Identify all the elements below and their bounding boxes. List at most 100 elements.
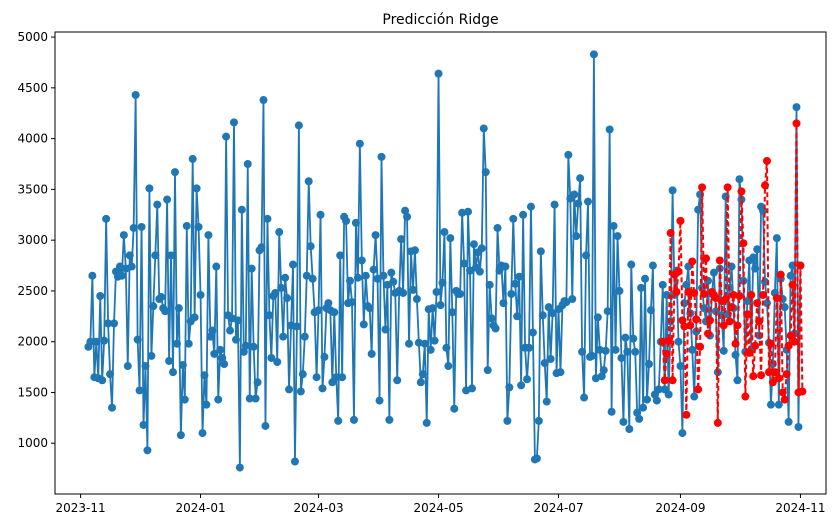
x-tick-label: 2024-05 bbox=[413, 501, 463, 515]
series-1-point bbox=[108, 403, 117, 412]
series-1-point bbox=[157, 293, 166, 302]
series-1-point bbox=[780, 303, 789, 312]
series-1-point bbox=[644, 360, 653, 369]
series-1-point bbox=[257, 243, 266, 252]
series-1-point bbox=[410, 246, 419, 255]
series-2-point bbox=[668, 376, 677, 385]
series-1-point bbox=[619, 417, 628, 426]
y-axis: 1000 1500 2000 2500 3000 3500 4000 4500 5000 bbox=[17, 30, 55, 450]
series-1-point bbox=[611, 345, 620, 354]
series-1-point bbox=[491, 324, 500, 333]
series-2-point bbox=[731, 339, 740, 348]
series-1-point bbox=[296, 387, 305, 396]
series-1-point bbox=[700, 304, 709, 313]
series-1-point bbox=[652, 396, 661, 405]
series-1-point bbox=[487, 314, 496, 323]
series-2-point bbox=[686, 321, 695, 330]
series-1-point bbox=[403, 212, 412, 221]
series-1-point bbox=[794, 422, 803, 431]
series-2-point bbox=[688, 257, 697, 266]
series-1-point bbox=[172, 339, 181, 348]
series-1-point bbox=[631, 347, 640, 356]
series-1-point bbox=[574, 199, 583, 208]
series-1-point bbox=[422, 418, 431, 427]
series-1-point bbox=[499, 299, 508, 308]
series-1-point bbox=[226, 326, 235, 335]
series-2-point bbox=[796, 261, 805, 270]
series-1-point bbox=[245, 394, 254, 403]
series-1-point bbox=[405, 339, 414, 348]
series-2-point bbox=[672, 287, 681, 296]
series-2-point bbox=[780, 395, 789, 404]
series-1-point bbox=[163, 195, 172, 204]
y-tick-label: 2000 bbox=[17, 335, 48, 349]
series-2-line bbox=[661, 122, 804, 424]
series-1-point bbox=[609, 221, 618, 230]
series-1-point bbox=[751, 264, 760, 273]
series-1-point bbox=[222, 132, 231, 141]
series-1-point bbox=[336, 251, 345, 260]
series-2-point bbox=[719, 321, 728, 330]
series-1-point bbox=[143, 446, 152, 455]
series-1-point bbox=[485, 280, 494, 289]
series-1-point bbox=[346, 276, 355, 285]
series-1-point bbox=[204, 231, 213, 240]
series-1-point bbox=[682, 280, 691, 289]
series-1-point bbox=[458, 208, 467, 217]
series-2-point bbox=[790, 337, 799, 346]
series-1-point bbox=[503, 416, 512, 425]
series-2-point bbox=[757, 371, 766, 380]
series-1-point bbox=[184, 339, 193, 348]
series-1-point bbox=[562, 298, 571, 307]
series-1-point bbox=[332, 373, 341, 382]
y-tick-label: 1000 bbox=[17, 436, 48, 450]
series-1-point bbox=[648, 261, 657, 270]
series-1-point bbox=[330, 308, 339, 317]
series-1-point bbox=[623, 347, 632, 356]
series-1-point bbox=[595, 345, 604, 354]
series-1-point bbox=[621, 333, 630, 342]
y-tick-label: 4500 bbox=[17, 81, 48, 95]
series-1-point bbox=[432, 287, 441, 296]
series-2-point bbox=[784, 341, 793, 350]
series-1-point bbox=[548, 309, 557, 318]
series-1-point bbox=[397, 235, 406, 244]
series-2-point bbox=[741, 392, 750, 401]
series-1-point bbox=[212, 262, 221, 271]
series-1-point bbox=[749, 253, 758, 262]
series-1-point bbox=[525, 343, 534, 352]
series-1-point bbox=[349, 415, 358, 424]
series-1-point bbox=[733, 376, 742, 385]
series-2-point bbox=[761, 181, 770, 190]
series-1-point bbox=[426, 345, 435, 354]
series-1-point bbox=[190, 313, 199, 322]
series-1-point bbox=[247, 264, 256, 273]
series-1-point bbox=[643, 395, 652, 404]
series-1-point bbox=[420, 339, 429, 348]
series-1-point bbox=[188, 154, 197, 163]
series-2-point bbox=[729, 290, 738, 299]
series-1-point bbox=[170, 168, 179, 177]
series-1-point bbox=[428, 304, 437, 313]
series-1-point bbox=[772, 234, 781, 243]
series-2 bbox=[658, 119, 807, 427]
series-1-point bbox=[444, 362, 453, 371]
series-1-point bbox=[194, 222, 203, 231]
series-1-point bbox=[294, 121, 303, 130]
x-tick-label: 2024-03 bbox=[293, 501, 343, 515]
series-1-point bbox=[505, 383, 514, 392]
series-2-point bbox=[698, 183, 707, 192]
series-1-point bbox=[312, 373, 321, 382]
series-1 bbox=[84, 50, 805, 472]
series-1-point bbox=[412, 295, 421, 304]
series-1-point bbox=[141, 362, 150, 371]
series-1-point bbox=[446, 234, 455, 243]
series-2-point bbox=[674, 267, 683, 276]
series-1-point bbox=[597, 372, 606, 381]
series-2-point bbox=[676, 216, 685, 225]
series-1-point bbox=[674, 337, 683, 346]
series-1-point bbox=[442, 343, 451, 352]
series-1-point bbox=[86, 337, 95, 346]
series-1-point bbox=[582, 251, 591, 260]
